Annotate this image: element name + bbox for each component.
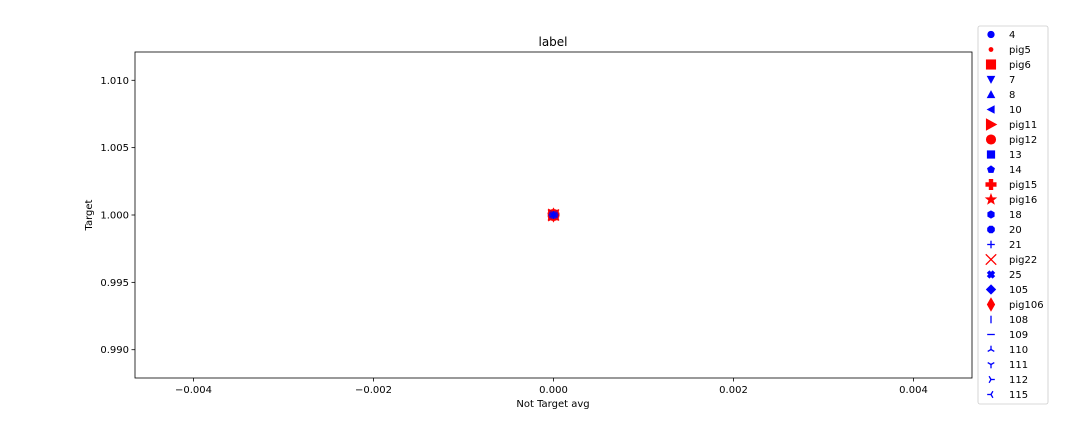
legend-label: 111	[1009, 360, 1028, 371]
legend-marker-115	[987, 390, 994, 399]
x-tick-label: 0.002	[719, 385, 748, 396]
legend-label: pig6	[1009, 60, 1031, 71]
y-tick-label: 1.000	[100, 211, 129, 222]
legend-label: 25	[1009, 270, 1022, 281]
legend-marker-110	[987, 345, 995, 352]
legend-marker-10	[986, 105, 995, 114]
legend-marker-20	[987, 225, 995, 234]
legend-label: pig5	[1009, 45, 1031, 56]
legend-marker-pig106	[986, 297, 996, 312]
legend-label: 110	[1009, 345, 1028, 356]
y-tick-label: 0.995	[100, 278, 129, 289]
legend-marker-105	[985, 284, 997, 295]
legend-marker-pig12	[985, 134, 997, 145]
y-tick-label: 1.005	[100, 143, 129, 154]
y-tick-label: 1.010	[100, 76, 129, 87]
legend-label: 108	[1009, 315, 1028, 326]
x-tick-label: −0.002	[355, 385, 392, 396]
legend-label: 112	[1009, 375, 1028, 386]
legend-marker-pig6	[985, 59, 997, 70]
x-tick-label: 0.000	[539, 385, 568, 396]
legend-marker-pig5	[988, 47, 994, 52]
legend-label: 7	[1009, 75, 1015, 86]
legend-marker-112	[988, 375, 995, 384]
y-axis-label: Target	[84, 199, 95, 231]
legend-label: 18	[1009, 210, 1022, 221]
legend-label: 4	[1009, 30, 1015, 41]
legend-marker-21	[987, 240, 995, 249]
data-point-115	[549, 211, 557, 219]
legend-label: pig15	[1009, 180, 1037, 191]
legend-marker-111	[987, 362, 995, 369]
legend: 4 pig5 pig6 7 8 10 pig11 pig12 13 14 pig15 pig16 18 2…	[977, 25, 1049, 405]
legend-label: 13	[1009, 150, 1022, 161]
legend-marker-4	[987, 30, 995, 39]
axis-ticks: −0.004 −0.002 0.000 0.002 0.004 0.990 0.995 1.0…	[100, 76, 927, 396]
legend-marker-pig11	[985, 118, 998, 131]
legend-label: 109	[1009, 330, 1028, 341]
legend-label: pig12	[1009, 135, 1037, 146]
legend-marker-7	[986, 75, 996, 84]
legend-label: pig106	[1009, 300, 1044, 311]
legend-label: pig22	[1009, 255, 1037, 266]
legend-frame	[977, 25, 1049, 405]
chart-title: label	[538, 35, 567, 49]
legend-marker-pig15	[985, 178, 997, 191]
legend-label: 115	[1009, 390, 1028, 401]
legend-label: 20	[1009, 225, 1022, 236]
legend-label: 21	[1009, 240, 1022, 251]
x-tick-label: 0.004	[899, 385, 928, 396]
legend-marker-pig16	[984, 192, 998, 205]
legend-label: 8	[1009, 90, 1015, 101]
x-axis-label: Not Target avg	[516, 399, 589, 410]
legend-marker-8	[986, 90, 996, 99]
y-tick-label: 0.990	[100, 345, 129, 356]
data-points	[546, 207, 561, 223]
legend-label: 14	[1009, 165, 1022, 176]
legend-label: 105	[1009, 285, 1028, 296]
legend-label: pig16	[1009, 195, 1037, 206]
legend-marker-18	[987, 210, 995, 219]
legend-label: 10	[1009, 105, 1022, 116]
x-tick-label: −0.004	[175, 385, 212, 396]
legend-marker-25	[986, 270, 996, 279]
legend-marker-14	[987, 165, 995, 173]
legend-marker-pig22	[985, 253, 997, 266]
legend-label: pig11	[1009, 120, 1037, 131]
plot-area-frame	[134, 51, 973, 379]
legend-marker-13	[986, 150, 996, 159]
